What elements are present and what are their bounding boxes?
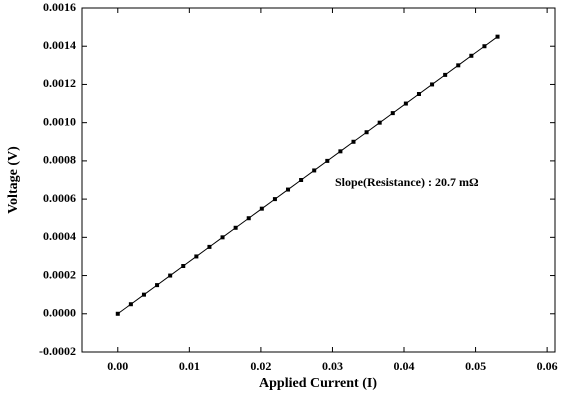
data-point xyxy=(115,311,120,316)
data-point xyxy=(456,63,461,68)
x-tick-label: 0.02 xyxy=(250,359,271,373)
data-point xyxy=(390,111,395,116)
x-axis-title: Applied Current (I) xyxy=(259,376,377,391)
data-point xyxy=(168,273,173,278)
y-tick-label: 0.0002 xyxy=(43,267,76,281)
x-tick-label: 0.05 xyxy=(465,359,486,373)
x-tick-label: 0.00 xyxy=(107,359,128,373)
data-point xyxy=(351,139,356,144)
y-tick-label: -0.0002 xyxy=(39,344,76,358)
x-tick-label: 0.03 xyxy=(322,359,343,373)
data-point xyxy=(233,225,238,230)
y-tick-label: 0.0006 xyxy=(43,191,76,205)
data-point xyxy=(403,101,408,106)
data-point xyxy=(338,149,343,154)
y-tick-label: 0.0008 xyxy=(43,153,76,167)
data-point xyxy=(259,206,264,211)
data-point xyxy=(194,254,199,259)
annotation: Slope(Resistance) : 20.7 mΩ xyxy=(335,175,479,189)
x-tick-label: 0.01 xyxy=(179,359,200,373)
y-tick-label: 0.0014 xyxy=(43,38,76,52)
data-point xyxy=(482,44,487,49)
data-point xyxy=(181,264,186,268)
data-point xyxy=(246,216,251,221)
data-point xyxy=(312,168,317,173)
data-point xyxy=(325,158,330,163)
y-axis-title: Voltage (V) xyxy=(6,146,21,214)
x-tick-label: 0.06 xyxy=(537,359,558,373)
x-tick-label: 0.04 xyxy=(394,359,415,373)
data-point xyxy=(495,34,500,39)
data-point xyxy=(469,53,474,58)
plot-frame xyxy=(81,7,556,353)
data-point xyxy=(128,302,133,307)
data-point xyxy=(377,120,382,125)
data-point xyxy=(155,283,160,288)
data-point xyxy=(430,82,435,87)
y-tick-label: 0.0016 xyxy=(43,0,76,14)
y-tick-label: 0.0012 xyxy=(43,76,76,90)
data-point xyxy=(443,72,448,77)
y-tick-label: 0.0010 xyxy=(43,114,76,128)
data-point xyxy=(207,244,212,249)
data-point xyxy=(364,130,369,135)
data-point xyxy=(299,178,304,182)
y-tick-label: 0.0004 xyxy=(43,229,76,243)
series-line xyxy=(117,36,498,315)
data-point xyxy=(286,187,291,192)
y-tick-label: 0.0000 xyxy=(43,306,76,320)
data-point xyxy=(141,292,146,297)
data-point xyxy=(416,92,421,96)
data-point xyxy=(220,235,225,240)
data-point xyxy=(272,197,277,202)
